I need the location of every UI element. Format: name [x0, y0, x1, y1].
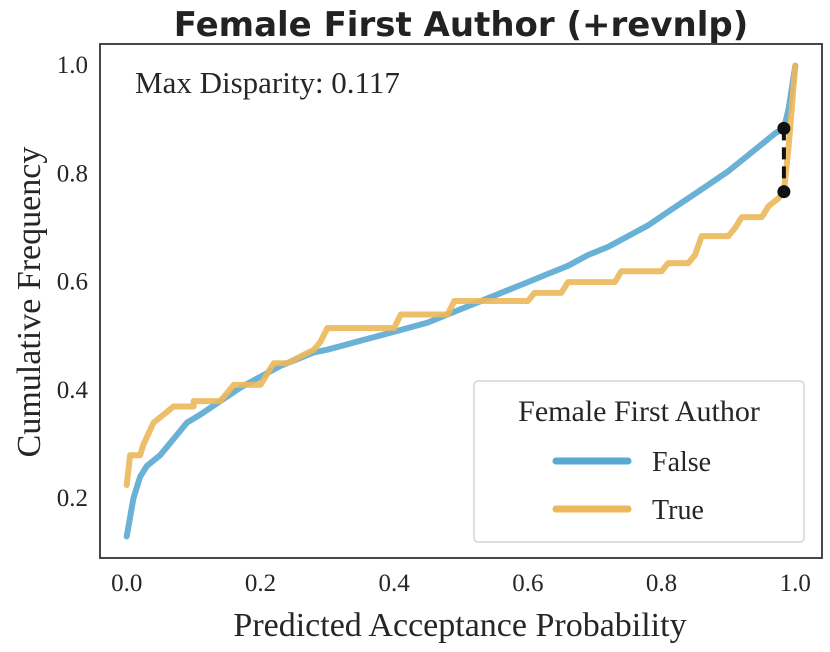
- series-line-true: [123, 62, 799, 488]
- y-axis-label: Cumulative Frequency: [11, 147, 48, 458]
- legend-title: Female First Author: [518, 395, 760, 428]
- x-tick-label: 1.0: [780, 570, 811, 597]
- x-axis-label: Predicted Acceptance Probability: [233, 607, 686, 644]
- x-tick-label: 0.8: [646, 570, 677, 597]
- x-tick-label: 0.6: [512, 570, 543, 597]
- disparity-bottom-point: [777, 185, 791, 199]
- x-tick-label: 0.2: [245, 570, 276, 597]
- x-tick-label: 0.0: [111, 570, 142, 597]
- y-ticks: 0.2 0.4 0.6 0.8 1.0: [57, 52, 89, 512]
- disparity-top-point: [777, 121, 791, 135]
- y-tick-label: 0.2: [57, 485, 88, 512]
- x-ticks: 0.0 0.2 0.4 0.6 0.8 1.0: [111, 570, 811, 597]
- max-disparity-annotation: Max Disparity: 0.117: [135, 65, 400, 100]
- series-layer: [123, 62, 799, 540]
- y-tick-label: 0.6: [57, 269, 88, 296]
- max-disparity-marker: [777, 121, 791, 199]
- legend: Female First Author False True: [473, 380, 805, 543]
- legend-label-true: True: [652, 495, 704, 526]
- legend-box: [473, 380, 805, 543]
- y-tick-label: 1.0: [57, 52, 88, 79]
- chart-title: Female First Author (+revnlp): [174, 5, 749, 45]
- plot-frame: [99, 43, 823, 559]
- y-tick-label: 0.8: [57, 160, 88, 187]
- y-tick-label: 0.4: [57, 377, 89, 404]
- x-tick-label: 0.4: [379, 570, 411, 597]
- legend-label-false: False: [652, 447, 711, 478]
